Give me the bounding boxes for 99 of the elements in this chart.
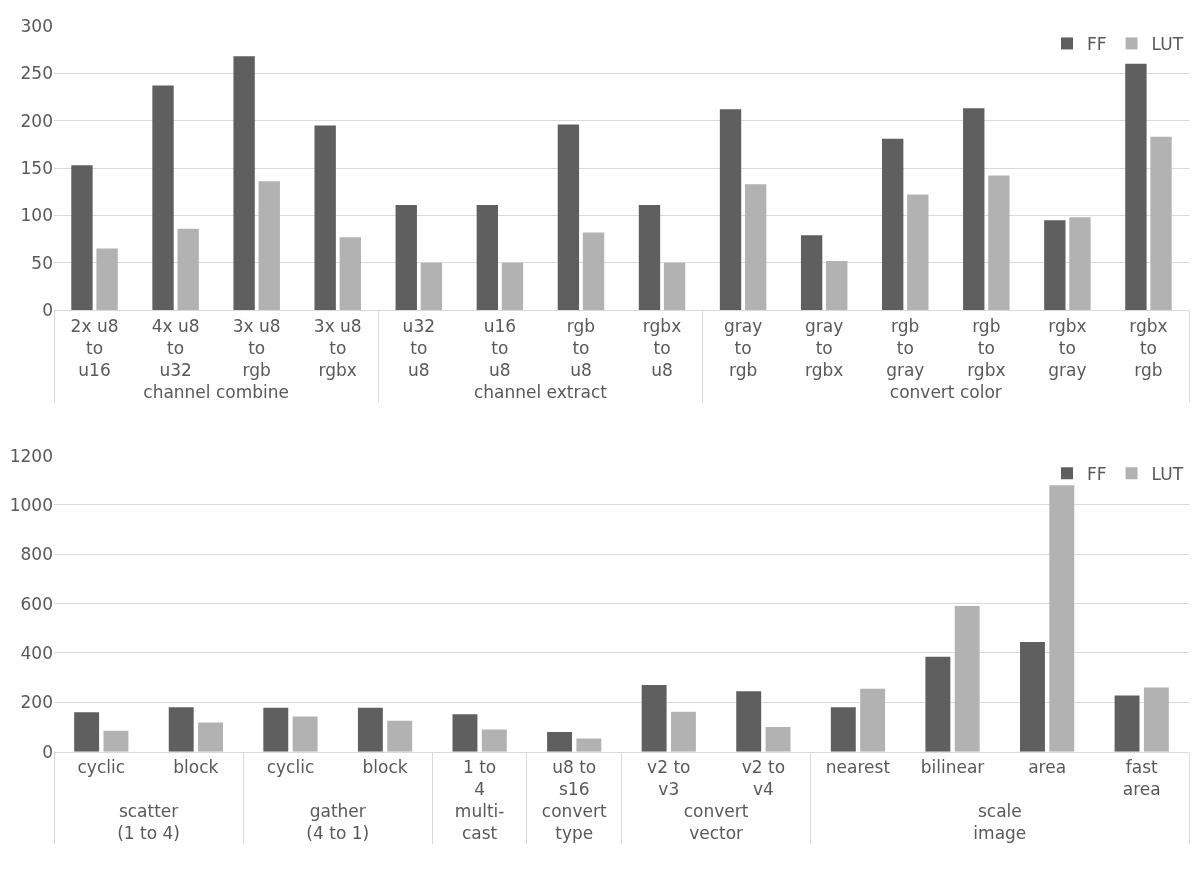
bar [339,237,361,311]
y-tick-label: 200 [20,110,53,131]
category-label: cyclic [266,757,315,778]
legend-label: FF [1087,34,1107,55]
bar [71,165,93,311]
y-tick-label: 100 [20,205,53,226]
bar [263,707,289,752]
y-tick-label: 50 [31,252,53,273]
bar [954,606,980,752]
bar [481,729,507,752]
bar [198,722,223,752]
bar [96,248,118,311]
category-label: gray to rgbx [805,315,844,380]
bar [963,108,985,311]
y-tick-label: 800 [20,544,53,565]
bar [826,260,848,311]
category-label: channel combine [143,381,290,402]
category-label: scale image [973,801,1027,844]
y-tick-label: 300 [20,15,53,36]
bar [576,738,602,752]
bar [177,228,199,311]
category-label: channel extract [473,381,607,402]
bar [420,262,443,311]
y-tick-label: 200 [20,692,53,713]
bar [1150,136,1172,311]
category-label: gray to rgb [723,315,763,380]
bar [670,711,696,752]
bar [1125,63,1147,311]
category-label: area [1028,757,1067,778]
bar [765,727,791,752]
y-tick-label: 1200 [9,445,53,466]
bar [736,691,762,752]
bar [860,688,886,752]
bar [830,707,856,752]
bar [800,235,823,311]
bar [395,204,417,311]
bar [476,204,499,311]
bar [663,262,686,311]
bar [557,124,580,311]
bar [1143,687,1169,752]
y-tick-label: 400 [20,642,53,663]
bar [925,656,951,752]
bar [1020,641,1045,752]
bar [1114,695,1140,752]
bar [547,731,573,752]
bar [582,232,605,311]
bar [387,720,413,752]
category-label: convert color [889,381,1002,402]
category-label: multi- cast [454,801,505,844]
y-tick-label: 0 [42,300,53,321]
category-label: u32 to u8 [402,315,436,380]
category-label: v2 to v4 [741,757,786,800]
bar [907,194,929,311]
category-label: bilinear [920,757,985,778]
category-label: 3x u8 to rgbx [313,315,362,380]
category-label: rgbx to rgb [1129,315,1168,380]
category-label: cyclic [77,757,126,778]
category-label: 2x u8 to u16 [70,315,119,380]
category-label: block [362,757,408,778]
bar [744,184,767,311]
bar [233,56,255,311]
y-tick-label: 0 [42,741,53,762]
y-tick-label: 1000 [9,494,53,515]
category-label: rgb to u8 [566,315,596,380]
bar [1069,217,1091,311]
y-tick-label: 600 [20,593,53,614]
category-label: block [173,757,219,778]
legend-label: FF [1087,463,1107,484]
category-label: gather (4 to 1) [306,801,370,844]
category-label: convert vector [683,801,749,844]
bar [258,181,280,311]
bar [292,716,318,752]
bar [1044,220,1066,311]
bar [357,707,383,752]
bar [638,204,661,311]
bar [501,262,524,311]
bar [314,125,336,311]
bar [882,138,904,311]
category-label: 3x u8 to rgb [232,315,281,380]
bar [74,712,100,752]
legend-label: LUT [1151,463,1184,484]
bar [452,714,478,752]
category-label: scatter (1 to 4) [117,801,180,844]
category-label: rgbx to gray [1048,315,1087,380]
y-tick-label: 150 [20,157,53,178]
category-label: rgb to rgbx [967,315,1006,380]
y-tick-label: 250 [20,63,53,84]
bar [1049,485,1075,752]
bar [168,707,194,752]
category-label: rgbx to u8 [642,315,682,380]
category-label: fast area [1122,757,1161,800]
bar [719,109,742,311]
category-label: convert type [541,801,607,844]
bar [641,685,667,752]
category-label: nearest [825,757,891,778]
bar [103,730,129,752]
bar [152,85,174,311]
legend-label: LUT [1151,34,1184,55]
bar [988,175,1010,311]
